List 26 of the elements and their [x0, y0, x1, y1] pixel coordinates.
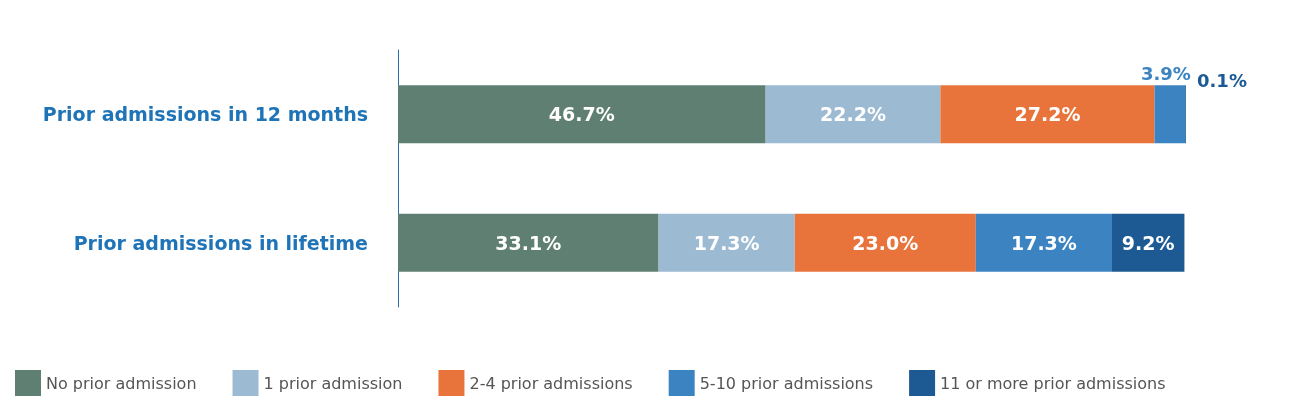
bar: [1154, 85, 1186, 144]
data-label: 17.3%: [1010, 231, 1077, 254]
data-label: 27.2%: [1014, 103, 1081, 126]
bar: [975, 213, 1112, 272]
legend-label: 1 prior admission: [263, 373, 403, 393]
bar: [398, 213, 659, 272]
bar: [658, 213, 795, 272]
bar: [940, 85, 1155, 144]
data-label: 0.1%: [1197, 69, 1247, 91]
data-label: 33.1%: [495, 231, 562, 254]
data-label: 46.7%: [548, 103, 615, 126]
bar: [1112, 213, 1185, 272]
data-label: 23.0%: [852, 231, 919, 254]
bar: [765, 85, 941, 144]
legend-label: 2-4 prior admissions: [469, 373, 633, 393]
data-label: 17.3%: [693, 231, 760, 254]
data-label: 9.2%: [1121, 231, 1175, 254]
legend-label: 5-10 prior admissions: [699, 373, 874, 393]
legend-label: 11 or more prior admissions: [940, 373, 1166, 393]
legend-label: No prior admission: [46, 373, 197, 393]
data-label: 22.2%: [820, 103, 886, 126]
data-label: 3.9%: [1140, 62, 1191, 84]
y-tick-label: Prior admissions in 12 months: [42, 103, 368, 126]
bar: [794, 213, 976, 272]
bar: [398, 85, 766, 144]
y-tick-label: Prior admissions in lifetime: [73, 231, 368, 254]
